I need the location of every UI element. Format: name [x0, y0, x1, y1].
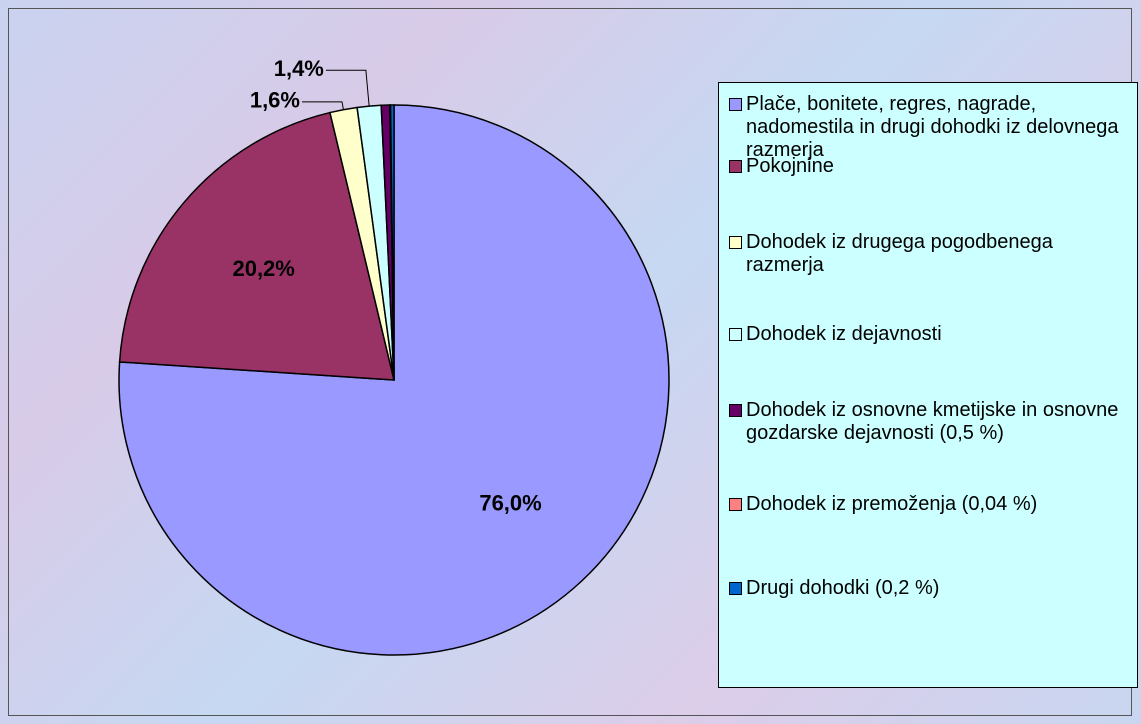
legend-swatch: [729, 236, 742, 249]
pie-slice: [118, 104, 670, 656]
data-label: 76,0%: [479, 490, 541, 515]
leader-line: [325, 69, 370, 107]
pie-slice: [389, 104, 395, 381]
data-label: 20,2%: [232, 256, 294, 281]
legend-swatch: [729, 98, 742, 111]
legend-label: Plače, bonitete, regres, nagrade, nadome…: [746, 93, 1119, 161]
data-label: 1,4%: [274, 56, 324, 81]
legend-label: Drugi dohodki (0,2 %): [746, 577, 940, 599]
legend-label: Dohodek iz drugega pogodbenega razmerja: [746, 231, 1053, 276]
legend: Plače, bonitete, regres, nagrade, nadome…: [718, 82, 1138, 688]
legend-item: Dohodek iz premoženja (0,04 %): [729, 493, 1134, 516]
data-label: 1,6%: [250, 88, 300, 113]
legend-item: Plače, bonitete, regres, nagrade, nadome…: [729, 93, 1134, 162]
legend-swatch: [729, 582, 742, 595]
legend-item: Pokojnine: [729, 155, 1134, 178]
legend-item: Dohodek iz dejavnosti: [729, 323, 1134, 346]
pie-slice: [118, 111, 395, 381]
legend-label: Dohodek iz dejavnosti: [746, 323, 942, 345]
legend-label: Pokojnine: [746, 155, 834, 177]
legend-swatch: [729, 404, 742, 417]
legend-item: Dohodek iz drugega pogodbenega razmerja: [729, 231, 1134, 277]
legend-label: Dohodek iz osnovne kmetijske in osnovne …: [746, 399, 1119, 444]
legend-item: Drugi dohodki (0,2 %): [729, 577, 1134, 600]
legend-swatch: [729, 160, 742, 173]
legend-swatch: [729, 498, 742, 511]
legend-item: Dohodek iz osnovne kmetijske in osnovne …: [729, 399, 1134, 445]
legend-swatch: [729, 328, 742, 341]
leader-line: [301, 101, 344, 110]
legend-label: Dohodek iz premoženja (0,04 %): [746, 493, 1038, 515]
